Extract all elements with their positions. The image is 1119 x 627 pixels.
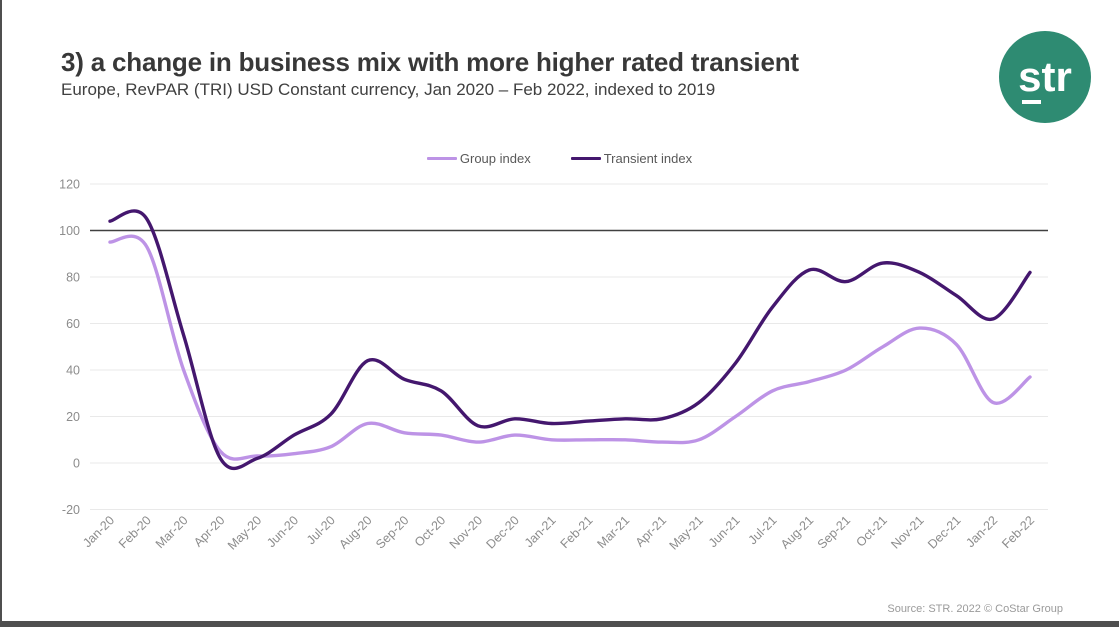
y-tick-label: 20 — [66, 410, 80, 424]
x-tick-label: Jan-22 — [963, 513, 1000, 550]
group-line-swatch-icon — [426, 157, 457, 160]
x-tick-label: May-21 — [667, 513, 706, 552]
legend-item-group-index: Group index — [426, 151, 531, 166]
x-tick-label: Oct-20 — [412, 513, 448, 549]
x-tick-label: Nov-21 — [888, 513, 926, 551]
x-tick-label: Sep-21 — [815, 513, 853, 551]
x-tick-label: Jan-21 — [522, 513, 559, 550]
y-tick-label: 60 — [66, 317, 80, 331]
x-tick-label: Nov-20 — [447, 513, 485, 551]
series-line-transient-index — [108, 209, 1032, 471]
series-line-group-index — [108, 234, 1032, 461]
x-tick-label: Aug-20 — [336, 513, 374, 551]
y-tick-label: 0 — [73, 457, 80, 471]
page-subtitle: Europe, RevPAR (TRI) USD Constant curren… — [61, 80, 716, 99]
x-tick-label: Feb-22 — [999, 513, 1037, 551]
x-tick-label: Mar-21 — [594, 513, 632, 551]
slide-left-edge — [0, 0, 2, 627]
y-tick-label: -20 — [62, 503, 80, 517]
x-tick-label: Jun-21 — [706, 513, 743, 550]
page-title: 3) a change in business mix with more hi… — [61, 47, 799, 78]
x-tick-label: Feb-21 — [558, 513, 596, 551]
transient-line-swatch-icon — [570, 157, 601, 160]
x-tick-label: Sep-20 — [373, 513, 411, 551]
y-tick-label: 80 — [66, 271, 80, 285]
x-tick-label: Jul-20 — [304, 513, 338, 547]
legend-label-transient-index: Transient index — [603, 151, 693, 166]
str-logo-underline — [1022, 100, 1041, 104]
x-tick-label: Oct-21 — [853, 513, 889, 549]
y-tick-label: 120 — [59, 178, 80, 192]
x-tick-label: Mar-20 — [153, 513, 191, 551]
x-tick-label: Apr-20 — [191, 513, 227, 549]
x-tick-label: Jun-20 — [264, 513, 301, 550]
x-tick-label: Apr-21 — [633, 513, 669, 549]
y-tick-label: 40 — [66, 364, 80, 378]
slide-bottom-bar — [0, 621, 1119, 627]
source-note: Source: STR. 2022 © CoStar Group — [887, 603, 1063, 615]
legend-item-transient-index: Transient index — [570, 151, 693, 166]
x-tick-label: Aug-21 — [778, 513, 816, 551]
chart-legend: Group index Transient index — [0, 151, 1119, 166]
x-tick-label: Feb-20 — [116, 513, 154, 551]
x-tick-label: Dec-21 — [925, 513, 963, 551]
str-logo: str — [999, 31, 1091, 123]
x-tick-label: Jan-20 — [80, 513, 117, 550]
x-tick-label: Jul-21 — [746, 513, 780, 547]
str-logo-text: str — [1018, 53, 1072, 100]
y-tick-label: 100 — [59, 224, 80, 238]
x-tick-label: Dec-20 — [484, 513, 522, 551]
legend-label-group-index: Group index — [459, 151, 531, 166]
x-tick-label: May-20 — [225, 513, 264, 552]
